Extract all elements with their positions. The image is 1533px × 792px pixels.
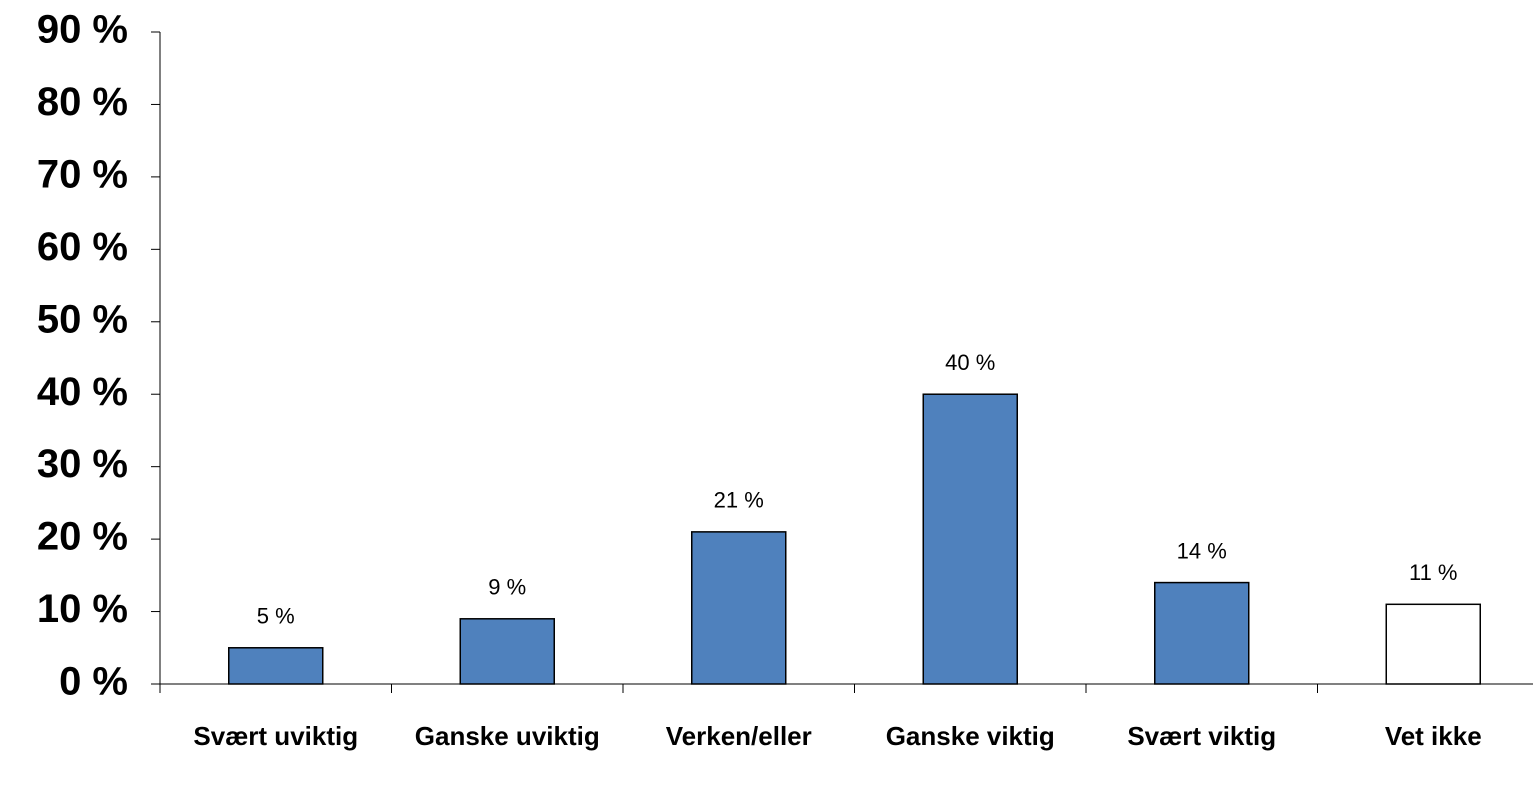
- data-label: 14 %: [1177, 538, 1227, 563]
- x-tick-label: Verken/eller: [665, 721, 812, 751]
- y-tick-label: 30 %: [37, 442, 128, 486]
- x-tick-label: Svært viktig: [1127, 721, 1277, 751]
- data-label: 11 %: [1409, 560, 1458, 585]
- x-tick-label: Ganske uviktig: [414, 721, 600, 751]
- y-tick-label: 60 %: [37, 225, 128, 269]
- data-label: 40 %: [945, 350, 995, 375]
- bar: [459, 618, 555, 685]
- x-tick-label: Svært uviktig: [193, 721, 359, 751]
- bar: [1385, 603, 1481, 685]
- data-label: 9 %: [488, 575, 526, 600]
- bar: [691, 531, 787, 685]
- y-tick-label: 70 %: [37, 152, 128, 196]
- bar: [922, 393, 1018, 685]
- x-tick-label: Vet ikke: [1384, 721, 1482, 751]
- bar: [1154, 581, 1250, 685]
- bar: [228, 647, 324, 685]
- data-label: 5 %: [257, 604, 295, 629]
- y-tick-label: 20 %: [37, 515, 128, 559]
- y-tick-label: 90 %: [37, 8, 128, 52]
- y-tick-label: 0 %: [59, 660, 128, 704]
- x-tick-label: Ganske viktig: [885, 721, 1055, 751]
- y-tick-label: 80 %: [37, 80, 128, 124]
- y-tick-label: 40 %: [37, 370, 128, 414]
- y-tick-label: 10 %: [37, 587, 128, 631]
- y-tick-label: 50 %: [37, 297, 128, 341]
- data-label: 21 %: [714, 488, 764, 513]
